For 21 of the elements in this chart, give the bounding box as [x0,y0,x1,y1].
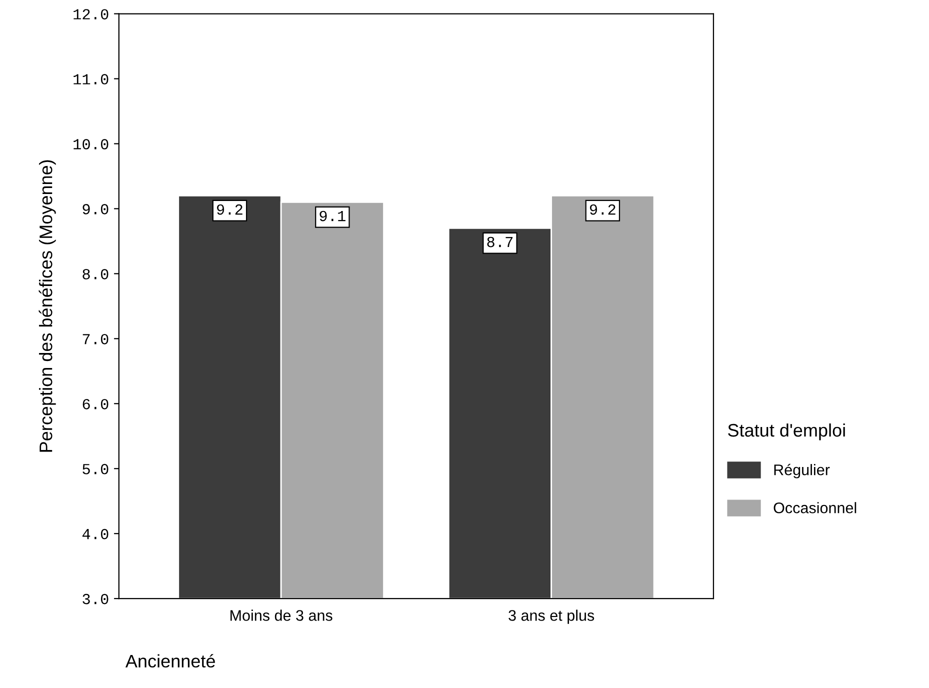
legend-title: Statut d'emploi [728,423,845,440]
y-tick-label: 9.0 [82,204,108,214]
x-axis-title: Ancienneté [125,654,215,668]
data-label: 9.1 [320,210,346,222]
y-axis-title: Perception des bénéfices (Moyenne) [38,160,56,452]
y-tick-label: 10.0 [74,139,108,150]
y-tick-label: 3.0 [82,594,108,604]
data-label: 9.2 [590,204,616,215]
data-label: 8.7 [487,236,513,248]
y-tick-label: 11.0 [74,74,108,84]
legend-label: Régulier [774,464,830,478]
data-label: 9.2 [217,204,242,215]
y-tick-label: 7.0 [82,334,108,344]
y-tick-label: 6.0 [82,398,108,410]
y-tick-label: 5.0 [82,464,108,474]
y-tick-label: 8.0 [82,268,108,280]
legend-label: Occasionnel [774,502,856,514]
y-tick-label: 4.0 [82,528,108,540]
y-tick-label: 12.0 [74,9,108,20]
x-tick-label: 3 ans et plus [508,610,594,624]
x-tick-label: Moins de 3 ans [230,610,332,621]
